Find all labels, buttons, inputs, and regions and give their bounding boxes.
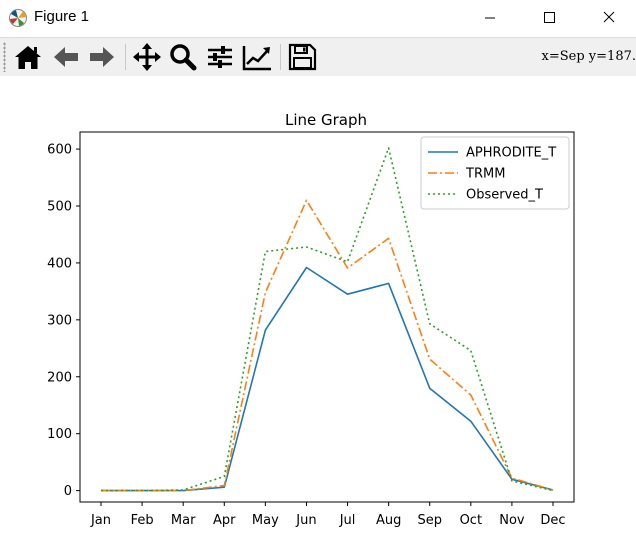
configure-subplots-button[interactable] (204, 42, 236, 72)
close-icon (603, 11, 615, 23)
chart-title: Line Graph (285, 111, 367, 129)
forward-button[interactable] (86, 42, 118, 72)
toolbar-grip[interactable] (3, 42, 6, 72)
edit-axes-button[interactable] (241, 42, 273, 72)
subplots-config-icon (208, 46, 232, 68)
zoom-icon (170, 44, 197, 71)
x-tick-label: Jul (339, 513, 356, 528)
x-tick-label: Feb (131, 513, 154, 528)
zoom-button[interactable] (167, 42, 199, 72)
series-line-observed-t (101, 147, 554, 492)
y-tick-label: 300 (47, 313, 72, 328)
legend-label: TRMM (465, 167, 505, 182)
series-line-trmm (101, 199, 554, 492)
pan-icon (133, 43, 161, 71)
x-tick-label: Jun (295, 513, 316, 528)
x-tick-label: Dec (540, 513, 565, 528)
edit-axes-icon (242, 46, 271, 71)
minimize-button[interactable] (467, 0, 513, 36)
maximize-icon (544, 12, 555, 23)
toolbar-separator (280, 44, 281, 70)
maximize-button[interactable] (526, 0, 572, 36)
plot-area: 0 100 200 300 400 500 600 Jan Feb Mar Apr May Jun Jul… (47, 131, 575, 528)
home-button[interactable] (12, 42, 44, 72)
figure-canvas[interactable]: Line Graph 0 100 200 300 400 500 600 Jan Feb Mar A… (0, 76, 636, 553)
y-tick-label: 200 (47, 370, 72, 385)
window-title: Figure 1 (34, 8, 90, 25)
x-tick-label: Oct (460, 513, 482, 528)
line-chart[interactable]: Line Graph 0 100 200 300 400 500 600 Jan Feb Mar A… (0, 76, 636, 553)
legend-label: Observed_T (466, 188, 543, 203)
y-tick-label: 0 (64, 484, 72, 499)
toolbar-separator (125, 44, 126, 70)
y-tick-label: 600 (47, 143, 72, 158)
matplotlib-icon (9, 9, 27, 27)
x-tick-label: Nov (499, 513, 525, 528)
y-tick-label: 400 (47, 256, 72, 271)
legend-box (420, 136, 570, 210)
back-button[interactable] (50, 42, 82, 72)
title-bar: Figure 1 (0, 0, 636, 36)
minimize-icon (485, 17, 495, 19)
close-button[interactable] (586, 0, 632, 36)
y-tick-label: 500 (47, 200, 72, 215)
x-tick-label: Aug (376, 513, 401, 528)
forward-arrow-icon (90, 47, 114, 67)
x-tick-label: Sep (417, 513, 442, 528)
legend-label: APHRODITE_T (466, 146, 556, 161)
x-tick-label: Apr (213, 513, 236, 528)
axes-frame (79, 131, 575, 503)
save-button[interactable] (286, 42, 318, 72)
x-tick-label: Jan (90, 513, 111, 528)
y-tick-label: 100 (47, 427, 72, 442)
save-icon (288, 43, 317, 71)
cursor-coordinates: x=Sep y=187. (541, 49, 636, 64)
series-line-aphrodite-t (101, 266, 554, 492)
x-tick-label: May (252, 513, 279, 528)
pan-button[interactable] (131, 42, 163, 72)
back-arrow-icon (54, 47, 78, 67)
x-tick-label: Mar (171, 513, 196, 528)
navigation-toolbar: x=Sep y=187. (0, 37, 636, 77)
home-icon (15, 46, 41, 69)
